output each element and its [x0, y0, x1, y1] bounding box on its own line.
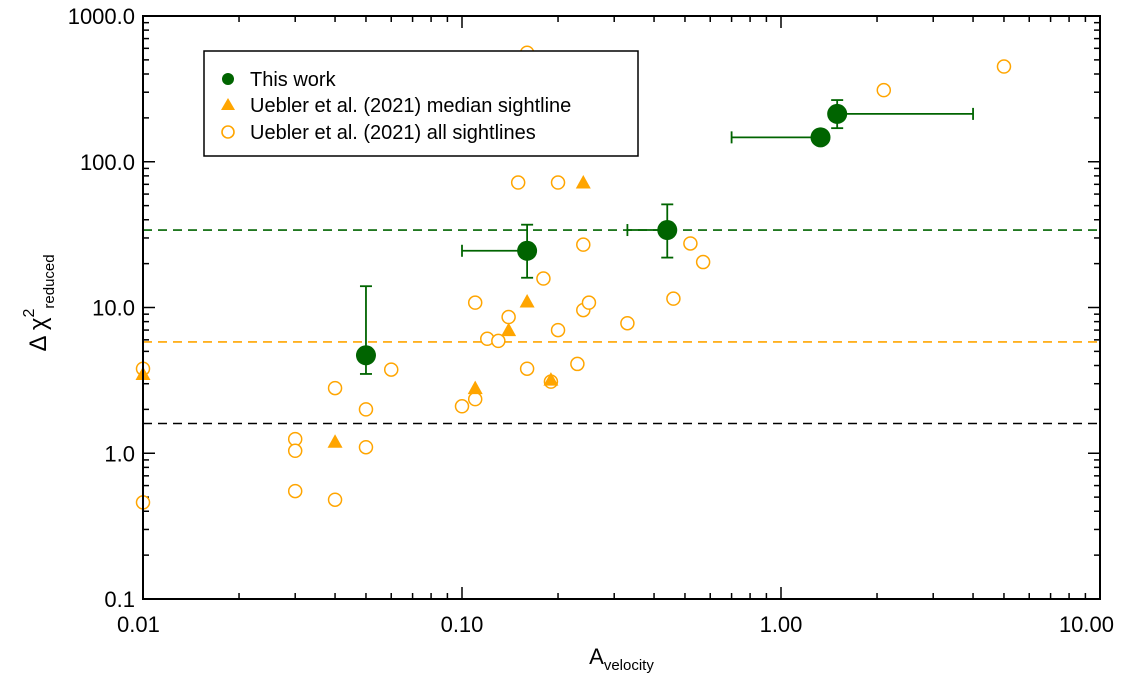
x-tick-label: 0.10 [441, 612, 484, 637]
uebler-all-sightline-point [550, 175, 566, 190]
uebler-median-point [327, 434, 343, 448]
y-tick-label: 0.1 [104, 587, 135, 612]
uebler-all-sightline-point [327, 380, 343, 396]
uebler-median-point [467, 380, 483, 395]
y-tick-label: 1000.0 [68, 4, 135, 29]
uebler-all-sightline-point [570, 356, 585, 372]
x-axis-title-main: A [589, 644, 604, 669]
y-tick-label: 10.0 [92, 296, 135, 321]
x-axis-title: Avelocity [589, 644, 654, 674]
this-work-point [827, 103, 848, 124]
uebler-median-point [519, 293, 535, 308]
legend-marker-all-sightlines [221, 125, 235, 139]
legend-label-all-sightlines: Uebler et al. (2021) all sightlines [250, 122, 536, 144]
uebler-all-sightline-point [454, 399, 470, 414]
legend-label-this-work: This work [250, 69, 337, 91]
y-axis-title-sup: 2 [21, 309, 38, 318]
x-tick-label: 1.00 [760, 612, 803, 637]
data-points-layer [135, 45, 1012, 510]
uebler-all-sightline-point [666, 291, 681, 306]
uebler-all-sightline-point [287, 483, 303, 499]
y-axis-title: Δ χ2reduced [21, 254, 58, 351]
uebler-all-sightline-point [620, 315, 635, 331]
reference-lines-layer [143, 229, 1100, 425]
uebler-all-sightline-point [358, 439, 374, 455]
legend-marker-median-sightline [221, 98, 235, 110]
uebler-all-sightline-point [467, 295, 483, 310]
uebler-median-point [501, 322, 517, 337]
uebler-median-point [575, 175, 591, 189]
uebler-all-sightline-point [383, 362, 399, 377]
uebler-all-sightline-point [550, 322, 566, 338]
uebler-all-sightline-point [501, 309, 516, 325]
legend-box [203, 50, 639, 157]
uebler-all-sightline-point [581, 295, 597, 310]
y-axis-title-sub: reduced [41, 254, 58, 308]
x-tick-label: 10.00 [1059, 612, 1114, 637]
y-tick-label: 1.0 [104, 441, 135, 466]
uebler-all-sightline-point [358, 402, 374, 417]
uebler-median-point [543, 372, 559, 386]
legend-marker-this-work [222, 73, 234, 85]
uebler-all-sightline-point [519, 361, 535, 376]
this-work-point [657, 220, 678, 241]
uebler-all-sightline-point [876, 82, 892, 98]
uebler-all-sightline-point [491, 333, 506, 349]
y-axis-title-prefix: Δ χ [25, 317, 52, 351]
uebler-all-sightline-point [576, 237, 591, 252]
axis-labels-layer: 0.01 0.10 1.00 10.00 0.1 1.0 10.0 100.0 1000.0 [68, 4, 1114, 637]
x-tick-label: 0.01 [117, 612, 160, 637]
y-tick-label: 100.0 [80, 150, 135, 175]
uebler-all-sightline-point [695, 254, 711, 270]
uebler-all-sightline-point [287, 443, 303, 459]
this-work-point [355, 345, 376, 366]
legend-label-median-sightline: Uebler et al. (2021) median sightline [250, 95, 571, 117]
uebler-all-sightline-point [996, 59, 1012, 74]
uebler-all-sightline-point [327, 492, 343, 507]
uebler-all-sightline-point [683, 236, 698, 251]
plot-frame [142, 15, 1101, 600]
legend: This work Uebler et al. (2021) median si… [203, 50, 639, 157]
uebler-all-sightline-point [467, 391, 483, 407]
x-axis-title-sub: velocity [604, 657, 655, 674]
uebler-all-sightline-point [536, 271, 551, 286]
this-work-point [810, 127, 831, 148]
uebler-all-sightline-point [510, 175, 526, 190]
this-work-point [517, 240, 538, 261]
